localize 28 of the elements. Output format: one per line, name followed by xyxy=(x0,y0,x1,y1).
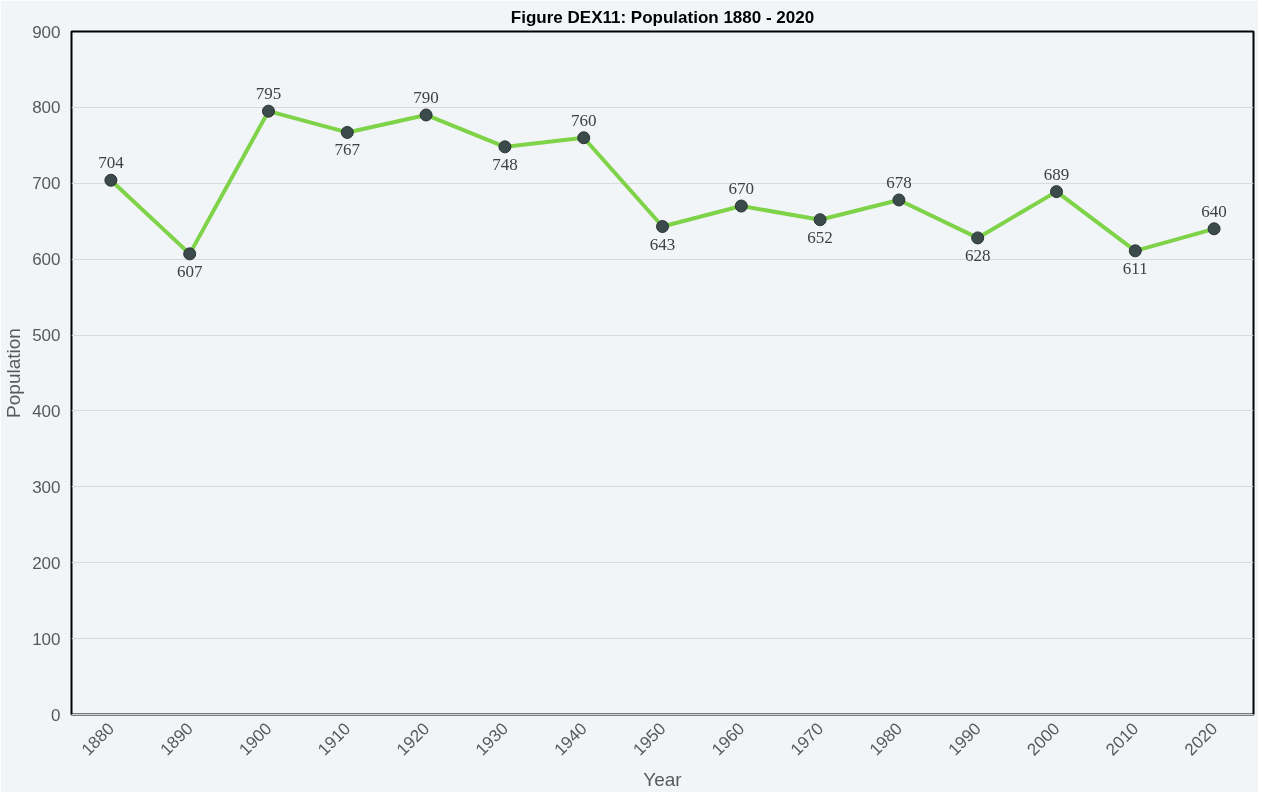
data-label: 704 xyxy=(98,153,125,173)
chart-title: Figure DEX11: Population 1880 - 2020 xyxy=(510,7,815,27)
y-tick-label: 0 xyxy=(51,705,61,725)
data-label: 767 xyxy=(334,140,361,160)
data-label: 790 xyxy=(413,87,439,107)
data-label: 670 xyxy=(728,179,755,199)
y-tick-label: 300 xyxy=(32,477,61,497)
data-label: 760 xyxy=(570,110,597,130)
x-axis-title: Year xyxy=(643,768,683,790)
data-label: 607 xyxy=(176,261,203,281)
y-tick-label: 100 xyxy=(32,629,61,649)
y-tick-label: 500 xyxy=(32,326,61,346)
y-tick-label: 700 xyxy=(32,174,61,194)
data-label: 640 xyxy=(1201,201,1227,221)
data-label: 748 xyxy=(492,154,518,174)
y-tick-label: 900 xyxy=(32,22,61,42)
y-axis-title: Population xyxy=(3,328,25,418)
y-tick-label: 800 xyxy=(32,98,61,118)
data-label: 643 xyxy=(649,234,676,254)
data-label: 652 xyxy=(807,227,833,247)
data-label: 689 xyxy=(1043,164,1070,184)
y-tick-label: 400 xyxy=(32,401,61,421)
data-label: 611 xyxy=(1122,258,1148,278)
y-tick-label: 600 xyxy=(32,250,61,270)
data-label: 628 xyxy=(964,245,991,265)
data-label: 678 xyxy=(886,172,912,192)
data-label: 795 xyxy=(255,84,282,104)
y-tick-label: 200 xyxy=(32,553,61,573)
